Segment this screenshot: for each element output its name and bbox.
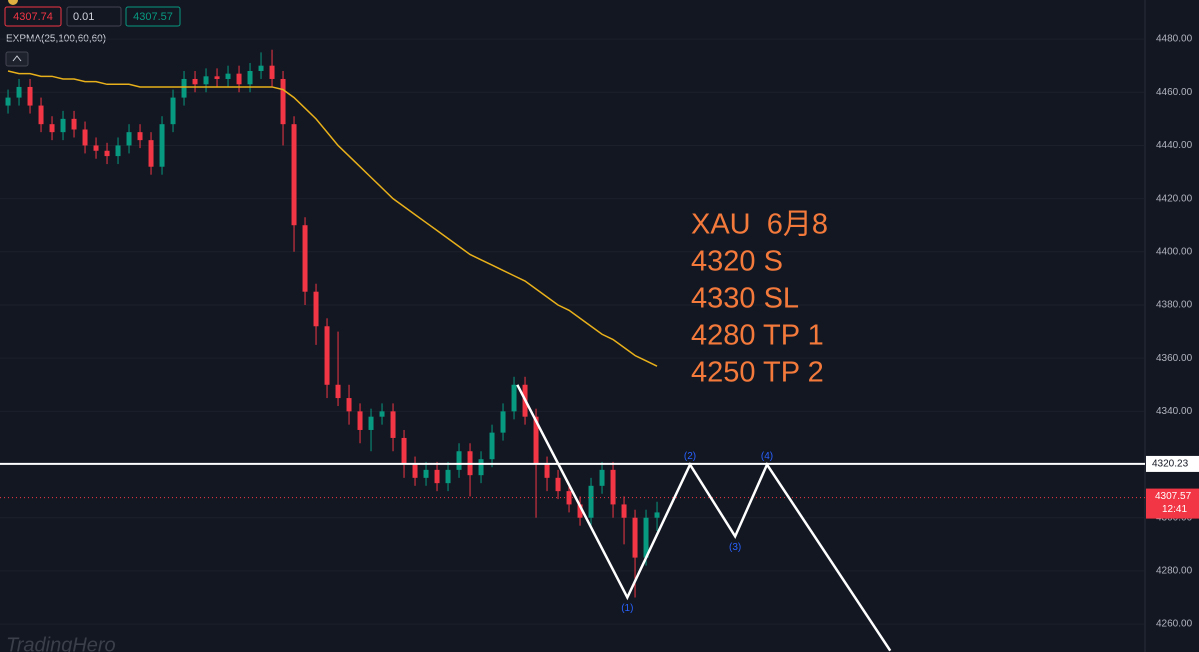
watermark: TradingHero <box>6 634 116 652</box>
y-tick-label: 4420.00 <box>1156 193 1193 204</box>
y-tick-label: 4400.00 <box>1156 246 1193 257</box>
candle-body <box>379 411 385 417</box>
y-tick-label: 4280.00 <box>1156 566 1193 577</box>
annotation: 4280 TP 1 <box>691 320 824 352</box>
lot-size[interactable]: 0.01 <box>73 11 94 23</box>
buy-box[interactable] <box>125 6 181 27</box>
wave-label: (4) <box>761 451 773 462</box>
candle-body <box>324 326 330 385</box>
candle-body <box>93 145 99 151</box>
last-price-time: 12:41 <box>1162 504 1187 515</box>
y-tick-label: 4260.00 <box>1156 619 1193 630</box>
projection-path <box>516 384 892 652</box>
candle-body <box>599 469 605 486</box>
candle-body <box>555 477 561 492</box>
candle-body <box>214 76 220 79</box>
candle-body <box>236 73 242 85</box>
ema-line <box>7 70 658 367</box>
annotation: 4330 SL <box>691 283 799 315</box>
annotation: 4250 TP 2 <box>691 357 824 389</box>
sell-price[interactable]: 4307.74 <box>13 11 53 23</box>
candle-body <box>60 118 66 133</box>
candle-body <box>621 504 627 518</box>
wave-label: (2) <box>684 451 696 462</box>
candle-body <box>170 97 176 125</box>
candle-body <box>104 150 110 157</box>
sell-box[interactable] <box>4 6 62 27</box>
candle-body <box>335 384 341 399</box>
candle-body <box>511 384 517 412</box>
candle-body <box>49 124 55 133</box>
candle-body <box>610 469 616 505</box>
candle-body <box>192 78 198 85</box>
candle-body <box>71 118 77 130</box>
buy-price[interactable]: 4307.57 <box>133 11 173 23</box>
candle-body <box>148 140 154 167</box>
candle-body <box>456 451 462 470</box>
candle-body <box>181 78 187 98</box>
candle-body <box>412 464 418 478</box>
candle-body <box>368 416 374 430</box>
candle-body <box>423 469 429 478</box>
collapse-button[interactable] <box>5 51 29 67</box>
candle-body <box>544 464 550 478</box>
candle-body <box>126 132 132 146</box>
annotation: XAU 6月8 <box>691 209 828 241</box>
candle-body <box>159 124 165 167</box>
wave-label: (3) <box>729 542 741 553</box>
level-badge <box>1146 455 1199 472</box>
candle-body <box>445 469 451 484</box>
candle-body <box>258 65 264 71</box>
candle-body <box>82 129 88 146</box>
candle-body <box>27 86 33 106</box>
candle-body <box>588 485 594 518</box>
candle-body <box>357 411 363 430</box>
last-price-label: 4307.57 <box>1155 491 1192 502</box>
collapse-icon <box>12 55 22 62</box>
candle-body <box>269 65 275 79</box>
y-tick-label: 4340.00 <box>1156 406 1193 417</box>
candle-body <box>313 291 319 327</box>
level-label: 4320.23 <box>1152 459 1189 470</box>
candle-body <box>478 459 484 476</box>
candle-body <box>577 504 583 518</box>
candle-body <box>247 70 253 85</box>
candle-body <box>566 491 572 505</box>
candle-body <box>654 512 660 518</box>
candle-body <box>115 145 121 157</box>
wave-label: (1) <box>621 603 633 614</box>
candle-body <box>16 86 22 98</box>
candle-body <box>489 432 495 460</box>
candle-body <box>225 73 231 79</box>
candle-body <box>500 411 506 433</box>
candle-body <box>533 416 539 465</box>
candle-body <box>5 97 11 106</box>
candle-body <box>643 517 649 558</box>
candle-body <box>346 398 352 412</box>
candle-body <box>632 517 638 558</box>
y-tick-label: 4360.00 <box>1156 353 1193 364</box>
candle-body <box>280 78 286 125</box>
candle-body <box>390 411 396 438</box>
candle-body <box>401 437 407 465</box>
last-price-badge <box>1146 488 1199 519</box>
lot-box[interactable] <box>66 6 122 27</box>
y-tick-label: 4460.00 <box>1156 87 1193 98</box>
candle-body <box>291 124 297 226</box>
candle-body <box>137 132 143 141</box>
candle-body <box>434 469 440 484</box>
candle-body <box>302 225 308 292</box>
y-tick-label: 4440.00 <box>1156 140 1193 151</box>
candle-body <box>38 105 44 125</box>
icon <box>8 0 18 5</box>
y-tick-label: 4480.00 <box>1156 34 1193 45</box>
annotation: 4320 S <box>691 246 783 278</box>
candle-body <box>203 76 209 85</box>
y-tick-label: 4380.00 <box>1156 300 1193 311</box>
